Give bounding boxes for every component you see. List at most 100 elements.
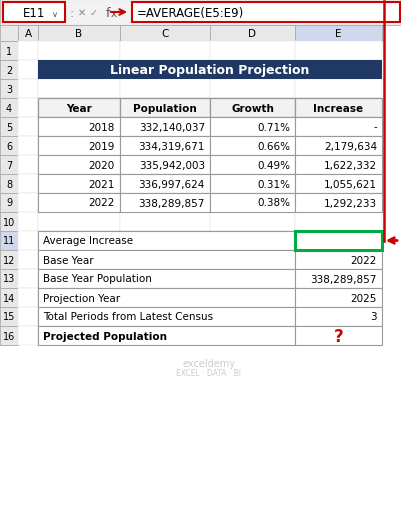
Text: 1,537,455: 1,537,455 bbox=[323, 236, 376, 246]
Bar bbox=[38, 80, 120, 99]
Text: 15: 15 bbox=[3, 312, 15, 322]
Bar bbox=[294, 80, 381, 99]
Bar bbox=[120, 213, 209, 231]
Bar bbox=[0, 270, 18, 288]
Bar bbox=[209, 61, 294, 80]
Bar bbox=[120, 137, 209, 156]
Text: ✕: ✕ bbox=[78, 8, 86, 18]
Bar bbox=[209, 193, 294, 213]
Bar bbox=[0, 0, 401, 26]
Bar bbox=[0, 231, 18, 250]
Bar bbox=[18, 231, 38, 250]
Bar bbox=[294, 26, 381, 42]
Bar bbox=[38, 250, 120, 270]
Text: 2022: 2022 bbox=[88, 198, 115, 208]
Bar bbox=[18, 118, 38, 137]
Bar bbox=[0, 326, 18, 345]
Bar bbox=[38, 156, 120, 175]
Text: B: B bbox=[75, 29, 82, 39]
Bar bbox=[120, 308, 209, 326]
Bar bbox=[120, 175, 209, 193]
Text: E11: E11 bbox=[23, 7, 45, 20]
Text: 2021: 2021 bbox=[88, 179, 115, 189]
Bar bbox=[294, 99, 381, 118]
Bar bbox=[209, 26, 294, 42]
Text: 2025: 2025 bbox=[350, 293, 376, 303]
Bar bbox=[209, 175, 294, 193]
Bar bbox=[294, 308, 381, 326]
Bar bbox=[18, 99, 38, 118]
Bar bbox=[209, 175, 294, 193]
Bar bbox=[0, 250, 18, 270]
Bar bbox=[38, 118, 120, 137]
Bar bbox=[18, 270, 38, 288]
Text: 0.71%: 0.71% bbox=[256, 122, 289, 132]
Bar bbox=[38, 288, 120, 308]
Text: Population: Population bbox=[133, 104, 196, 113]
Bar bbox=[38, 99, 120, 118]
Bar bbox=[18, 26, 38, 42]
Text: 10: 10 bbox=[3, 217, 15, 227]
Bar bbox=[18, 80, 38, 99]
Bar bbox=[209, 99, 294, 118]
Text: 338,289,857: 338,289,857 bbox=[310, 274, 376, 284]
Bar bbox=[120, 42, 209, 61]
Bar bbox=[209, 213, 294, 231]
Bar bbox=[120, 99, 209, 118]
Text: 14: 14 bbox=[3, 293, 15, 303]
Text: 16: 16 bbox=[3, 331, 15, 341]
Bar bbox=[0, 288, 18, 308]
Bar bbox=[18, 42, 38, 61]
Bar bbox=[120, 193, 209, 213]
Text: 332,140,037: 332,140,037 bbox=[138, 122, 205, 132]
Text: 2019: 2019 bbox=[88, 141, 115, 151]
Bar bbox=[120, 26, 209, 42]
Bar bbox=[209, 80, 294, 99]
Bar bbox=[294, 270, 381, 288]
Bar bbox=[0, 193, 18, 213]
Text: 338,289,857: 338,289,857 bbox=[138, 198, 205, 208]
Bar bbox=[294, 213, 381, 231]
Bar bbox=[38, 137, 120, 156]
Bar bbox=[38, 156, 120, 175]
Bar bbox=[294, 231, 381, 250]
Bar bbox=[0, 213, 18, 231]
Bar bbox=[0, 156, 18, 175]
Text: 6: 6 bbox=[6, 141, 12, 151]
Bar bbox=[38, 326, 120, 345]
Bar bbox=[294, 118, 381, 137]
Text: f: f bbox=[105, 7, 110, 20]
Text: 5: 5 bbox=[6, 122, 12, 132]
Bar bbox=[294, 308, 381, 326]
Bar bbox=[294, 156, 381, 175]
Bar bbox=[38, 193, 120, 213]
Bar bbox=[294, 288, 381, 308]
Bar bbox=[294, 326, 381, 345]
Text: 0.66%: 0.66% bbox=[256, 141, 289, 151]
Text: D: D bbox=[248, 29, 256, 39]
Bar bbox=[209, 193, 294, 213]
Bar bbox=[38, 175, 120, 193]
Text: ?: ? bbox=[333, 327, 342, 345]
Bar bbox=[209, 137, 294, 156]
Bar bbox=[0, 80, 18, 99]
Bar bbox=[120, 156, 209, 175]
Bar bbox=[0, 26, 18, 42]
Bar bbox=[209, 137, 294, 156]
Bar bbox=[294, 137, 381, 156]
Bar bbox=[38, 308, 294, 326]
Text: :: : bbox=[70, 7, 74, 20]
Text: 4: 4 bbox=[6, 104, 12, 113]
Bar bbox=[120, 175, 209, 193]
Bar bbox=[120, 80, 209, 99]
Text: Average Increase: Average Increase bbox=[43, 236, 133, 246]
Bar bbox=[120, 99, 209, 118]
Text: 1,055,621: 1,055,621 bbox=[323, 179, 376, 189]
Bar bbox=[294, 231, 381, 250]
Bar bbox=[0, 61, 18, 80]
Bar bbox=[120, 137, 209, 156]
Text: Base Year: Base Year bbox=[43, 255, 93, 265]
Text: 3: 3 bbox=[369, 312, 376, 322]
Bar bbox=[120, 193, 209, 213]
Bar bbox=[18, 137, 38, 156]
